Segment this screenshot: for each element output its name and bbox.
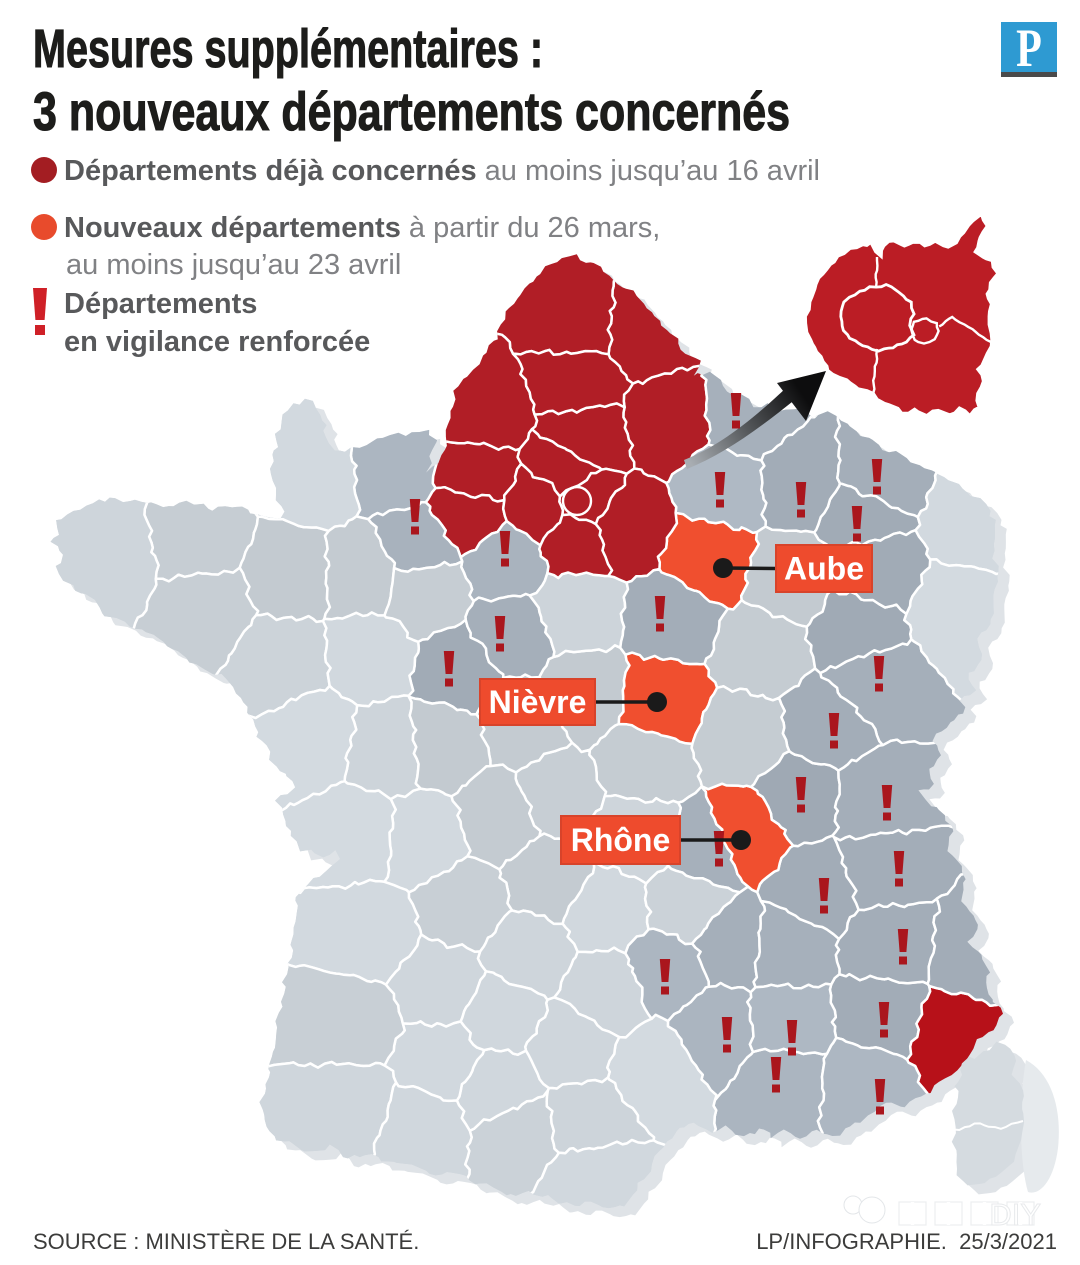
svg-text:Départements déjà concernés au: Départements déjà concernés au moins jus… (64, 155, 820, 187)
svg-text:P: P (1016, 19, 1042, 78)
svg-text:3 nouveaux départements concer: 3 nouveaux départements concernés (33, 82, 790, 142)
svg-text:Départements: Départements (64, 288, 257, 320)
svg-text:Mesures supplémentaires :: Mesures supplémentaires : (33, 19, 543, 79)
svg-text:Rhône: Rhône (571, 822, 671, 858)
svg-text:en vigilance renforcée: en vigilance renforcée (64, 326, 370, 358)
svg-text:Nièvre: Nièvre (489, 684, 587, 720)
svg-text:SOURCE : MINISTÈRE DE LA SANTÉ: SOURCE : MINISTÈRE DE LA SANTÉ. (33, 1229, 419, 1254)
svg-text:DIY: DIY (989, 1197, 1041, 1232)
svg-text:Nouveaux départements à partir: Nouveaux départements à partir du 26 mar… (64, 212, 660, 244)
svg-text:au moins jusqu’au 23 avril: au moins jusqu’au 23 avril (66, 249, 401, 281)
svg-text:LP/INFOGRAPHIE. 25/3/2021: LP/INFOGRAPHIE. 25/3/2021 (756, 1229, 1057, 1254)
svg-text:Aube: Aube (784, 551, 864, 587)
